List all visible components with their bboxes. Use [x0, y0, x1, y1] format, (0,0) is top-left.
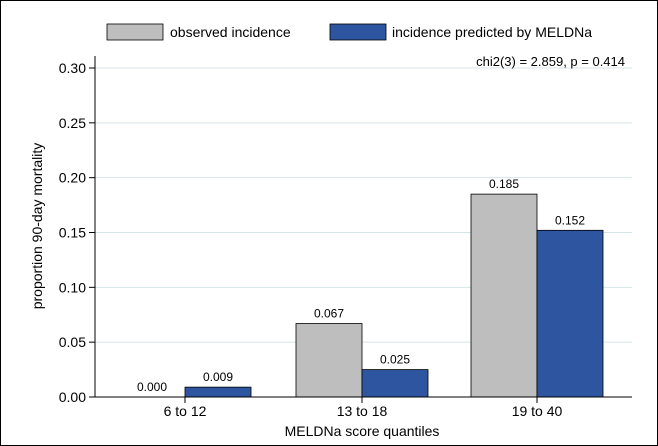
- y-axis-title: proportion 90-day mortality: [29, 143, 45, 310]
- chart-annotation: chi2(3) = 2.859, p = 0.414: [476, 54, 625, 69]
- y-tick-label: 0.05: [59, 334, 86, 350]
- bar-value-label: 0.009: [203, 370, 233, 384]
- x-tick-label: 6 to 12: [164, 403, 207, 419]
- bar: [361, 369, 429, 398]
- y-tick-label: 0.10: [59, 279, 86, 295]
- bar-value-label: 0.185: [489, 177, 519, 191]
- y-tick-label: 0.15: [59, 225, 86, 241]
- bar-value-label: 0.000: [137, 380, 167, 394]
- bar: [295, 323, 363, 398]
- bar-labels: 0.000 0.009 0.067 0.025 0.185 0.152: [137, 177, 585, 394]
- bar-value-label: 0.152: [555, 213, 585, 227]
- x-tick-label: 13 to 18: [337, 403, 388, 419]
- bar: [470, 193, 538, 398]
- legend-label-predicted: incidence predicted by MELDNa: [392, 24, 592, 40]
- bar: [184, 386, 252, 398]
- legend-label-observed: observed incidence: [170, 24, 291, 40]
- bar-value-label: 0.025: [380, 353, 410, 367]
- legend: observed incidence incidence predicted b…: [106, 23, 592, 41]
- x-axis-title: MELDNa score quantiles: [285, 423, 440, 439]
- x-tick-label: 19 to 40: [512, 403, 563, 419]
- bar: [536, 229, 604, 398]
- y-tick-label: 0.30: [59, 60, 86, 76]
- legend-swatch-predicted: [329, 23, 387, 41]
- y-tick-label: 0.20: [59, 170, 86, 186]
- y-tick-label: 0.25: [59, 115, 86, 131]
- bar-value-label: 0.067: [314, 307, 344, 321]
- y-axis-ticks: 0.00 0.05 0.10 0.15 0.20 0.25 0.30: [59, 60, 95, 405]
- bars: [184, 193, 604, 398]
- x-axis-ticks: 6 to 12 13 to 18 19 to 40: [164, 397, 563, 419]
- legend-swatch-observed: [106, 23, 164, 41]
- y-tick-label: 0.00: [59, 389, 86, 405]
